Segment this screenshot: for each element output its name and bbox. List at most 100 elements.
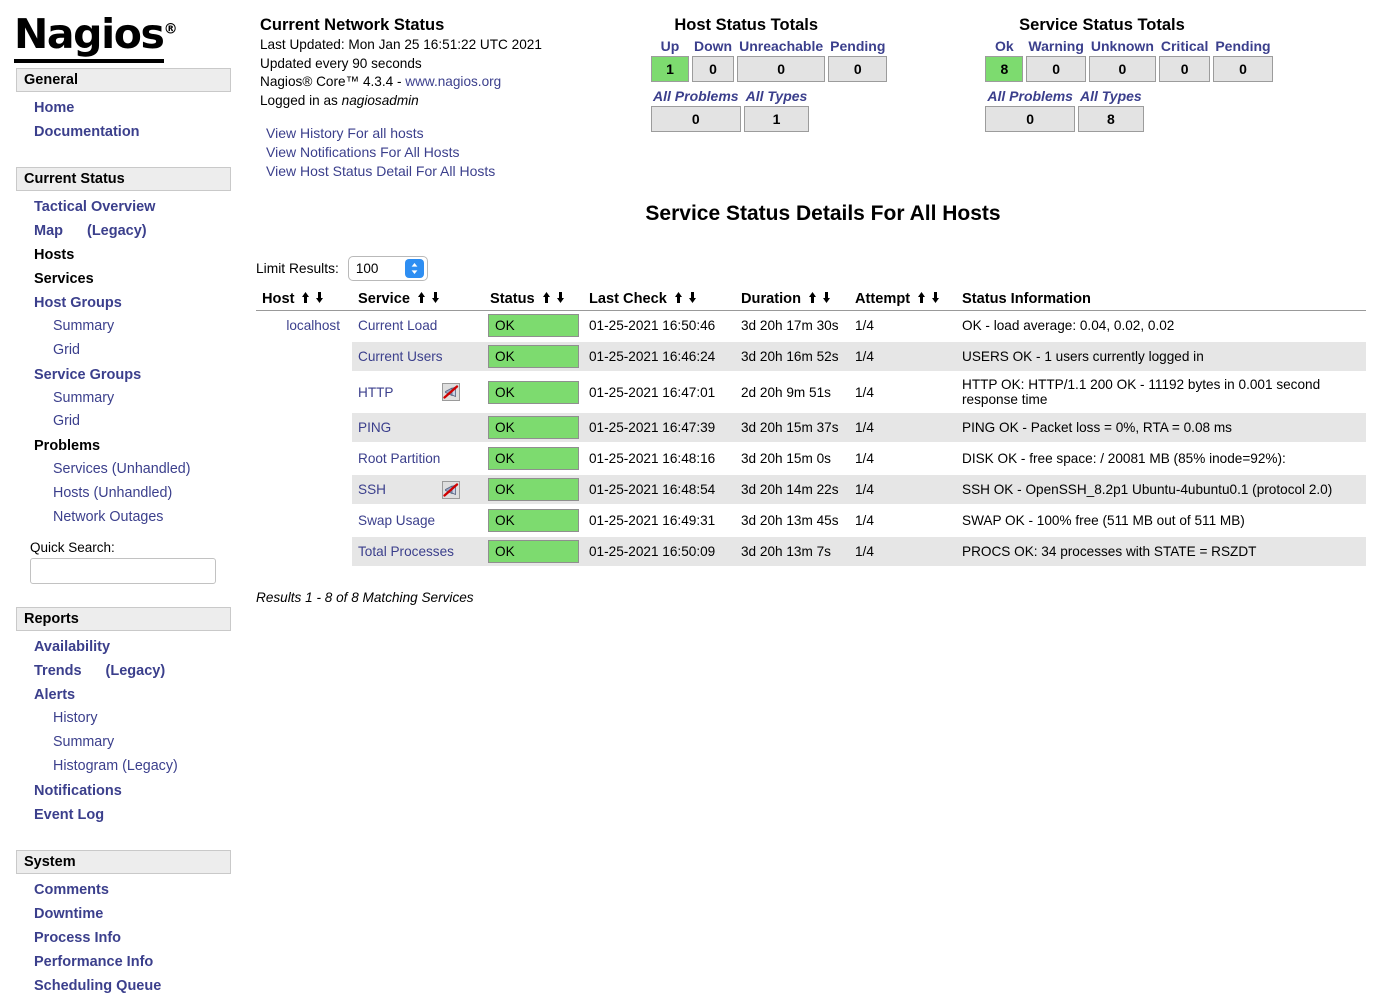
service-link[interactable]: PING xyxy=(358,420,392,436)
sidebar-item-label: Services xyxy=(53,461,108,478)
service-subtotal-value-all-problems[interactable]: 0 xyxy=(985,106,1075,132)
host-subtotal-header-all-types[interactable]: All Types xyxy=(745,88,808,104)
sidebar-item-process-info[interactable]: Process Info xyxy=(0,926,250,950)
sidebar-item-histogram-legacy[interactable]: Histogram (Legacy) xyxy=(0,755,250,779)
host-total-value-unreachable[interactable]: 0 xyxy=(737,56,826,82)
sidebar-item-notifications[interactable]: Notifications xyxy=(0,779,250,803)
cell-service: PING xyxy=(352,412,484,445)
host-subtotal-value-all-types[interactable]: 1 xyxy=(743,106,810,132)
chevron-updown-icon[interactable] xyxy=(404,259,424,279)
service-total-header-unknown[interactable]: Unknown xyxy=(1090,38,1154,54)
host-link[interactable]: localhost xyxy=(286,318,340,334)
host-total-value-down[interactable]: 0 xyxy=(692,56,735,82)
sidebar-item-hosts[interactable]: Hosts (Unhandled) xyxy=(0,482,250,506)
sidebar-item-host-groups[interactable]: Host Groups xyxy=(0,291,250,315)
quick-search-input[interactable] xyxy=(30,558,216,585)
notifications-disabled-icon[interactable] xyxy=(442,383,460,402)
view-link-0[interactable]: View History For all hosts xyxy=(266,125,424,142)
sidebar-item-qualifier[interactable]: (Unhandled) xyxy=(89,484,173,501)
sort-ascending-icon xyxy=(674,292,682,304)
column-header-host[interactable]: Host xyxy=(256,289,352,312)
sidebar-item-alerts[interactable]: Alerts xyxy=(0,683,250,707)
sort-arrows[interactable] xyxy=(806,291,834,307)
cell-service: Current Load xyxy=(352,310,484,343)
column-header-service[interactable]: Service xyxy=(352,289,484,312)
sidebar-item-history[interactable]: History xyxy=(0,707,250,731)
sidebar-item-services: Services xyxy=(0,267,250,291)
cell-host[interactable]: localhost xyxy=(256,310,352,343)
limit-results-select[interactable]: 100 xyxy=(347,256,428,282)
sort-arrows[interactable] xyxy=(540,291,568,307)
service-link[interactable]: Current Load xyxy=(358,318,438,334)
view-link-2[interactable]: View Host Status Detail For All Hosts xyxy=(266,162,496,179)
host-total-value-up[interactable]: 1 xyxy=(651,56,689,82)
column-header-last-check[interactable]: Last Check xyxy=(583,289,735,312)
nagios-website-link[interactable]: www.nagios.org xyxy=(405,74,502,90)
view-link-1[interactable]: View Notifications For All Hosts xyxy=(266,144,460,161)
service-link[interactable]: Root Partition xyxy=(358,451,441,467)
service-link[interactable]: SSH xyxy=(358,482,386,498)
host-total-header-unreachable[interactable]: Unreachable xyxy=(739,38,824,54)
sidebar-item-documentation[interactable]: Documentation xyxy=(0,120,250,144)
host-total-header-down[interactable]: Down xyxy=(694,38,733,54)
service-total-header-critical[interactable]: Critical xyxy=(1160,38,1209,54)
service-link[interactable]: Current Users xyxy=(358,349,443,365)
host-subtotal-header-all-problems[interactable]: All Problems xyxy=(653,88,739,104)
sidebar-item-label: Home xyxy=(34,100,75,116)
sidebar-item-grid[interactable]: Grid xyxy=(0,410,250,434)
service-total-value-critical[interactable]: 0 xyxy=(1158,56,1211,82)
sidebar-item-scheduling-queue[interactable]: Scheduling Queue xyxy=(0,974,250,997)
service-link[interactable]: Total Processes xyxy=(358,544,454,560)
service-totals-title: Service Status Totals xyxy=(1019,16,1185,34)
sidebar-item-comments[interactable]: Comments xyxy=(0,878,250,902)
host-total-value-pending[interactable]: 0 xyxy=(828,56,888,82)
sort-descending-icon xyxy=(431,292,439,304)
sidebar-item-summary[interactable]: Summary xyxy=(0,315,250,339)
service-total-header-warning[interactable]: Warning xyxy=(1028,38,1084,54)
service-total-header-pending[interactable]: Pending xyxy=(1215,38,1271,54)
sort-arrows[interactable] xyxy=(672,291,700,307)
service-total-value-unknown[interactable]: 0 xyxy=(1088,56,1156,82)
sidebar-item-qualifier[interactable]: (Unhandled) xyxy=(107,461,191,478)
sidebar-item-service-groups[interactable]: Service Groups xyxy=(0,363,250,387)
sidebar-item-downtime[interactable]: Downtime xyxy=(0,902,250,926)
sidebar-item-services[interactable]: Services (Unhandled) xyxy=(0,458,250,482)
nagios-logo[interactable]: Nagios® xyxy=(0,0,250,63)
service-total-header-ok[interactable]: Ok xyxy=(995,38,1014,54)
sidebar-item-map[interactable]: Map (Legacy) xyxy=(0,219,250,243)
sidebar-item-trends[interactable]: Trends (Legacy) xyxy=(0,659,250,683)
sidebar-item-legacy-link[interactable]: (Legacy) xyxy=(87,223,147,240)
sidebar-item-home[interactable]: Home xyxy=(0,96,250,120)
sidebar-item-summary[interactable]: Summary xyxy=(0,387,250,411)
service-link[interactable]: Swap Usage xyxy=(358,513,436,529)
service-subtotal-value-all-types[interactable]: 8 xyxy=(1077,106,1144,132)
sidebar-item-summary[interactable]: Summary xyxy=(0,731,250,755)
sidebar-item-network-outages[interactable]: Network Outages xyxy=(0,506,250,530)
sidebar-item-availability[interactable]: Availability xyxy=(0,635,250,659)
column-header-duration[interactable]: Duration xyxy=(735,289,849,312)
sidebar-item-legacy-link[interactable]: (Legacy) xyxy=(105,663,166,680)
service-subtotal-header-all-types[interactable]: All Types xyxy=(1079,88,1142,104)
host-subtotal-value-all-problems[interactable]: 0 xyxy=(651,106,741,132)
sort-arrows[interactable] xyxy=(415,291,443,307)
column-header-attempt[interactable]: Attempt xyxy=(849,289,956,312)
service-total-value-pending[interactable]: 0 xyxy=(1213,56,1273,82)
sidebar-item-grid[interactable]: Grid xyxy=(0,339,250,363)
service-link[interactable]: HTTP xyxy=(358,384,394,400)
host-total-header-up[interactable]: Up xyxy=(660,38,680,54)
sort-arrows[interactable] xyxy=(299,291,327,307)
sidebar-item-tactical-overview[interactable]: Tactical Overview xyxy=(0,195,250,219)
sort-arrows[interactable] xyxy=(915,291,943,307)
service-total-value-warning[interactable]: 0 xyxy=(1026,56,1086,82)
cell-status: OK xyxy=(484,310,583,343)
notifications-disabled-icon[interactable] xyxy=(442,480,460,499)
column-header-status[interactable]: Status xyxy=(484,289,583,312)
service-total-value-ok[interactable]: 8 xyxy=(985,56,1024,82)
host-total-header-pending[interactable]: Pending xyxy=(830,38,886,54)
service-subtotal-header-all-problems[interactable]: All Problems xyxy=(987,88,1073,104)
sidebar-item-performance-info[interactable]: Performance Info xyxy=(0,950,250,974)
sort-descending-icon xyxy=(688,292,696,304)
sidebar-item-event-log[interactable]: Event Log xyxy=(0,803,250,827)
